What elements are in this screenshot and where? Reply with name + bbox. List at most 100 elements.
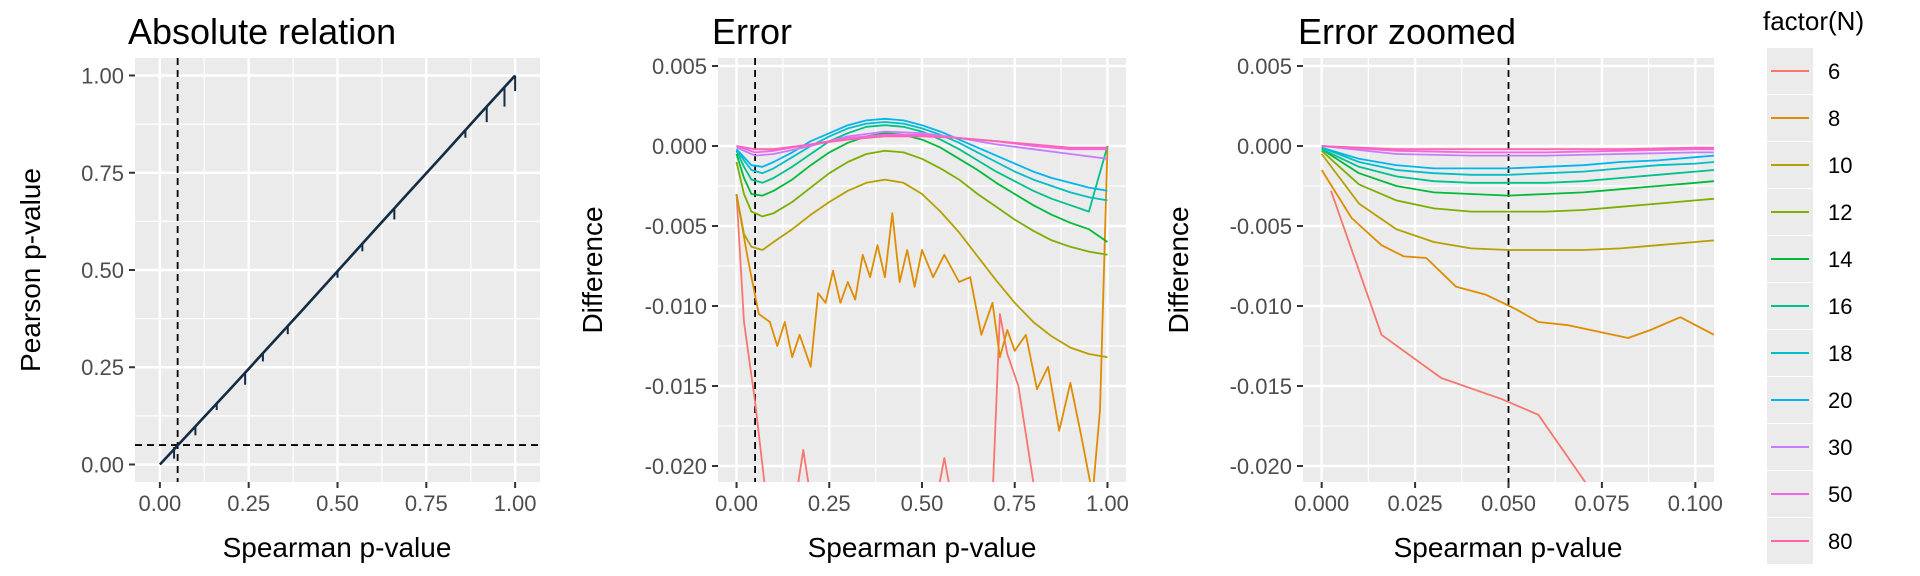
data-marks xyxy=(158,74,517,466)
legend-label: 12 xyxy=(1828,200,1852,225)
y-axis-label: Difference xyxy=(1163,206,1194,333)
y-tick-label: 0.005 xyxy=(1237,54,1292,79)
x-tick-label: 0.75 xyxy=(405,491,448,516)
legend-item-6: 6 xyxy=(1767,48,1840,94)
series-line-12 xyxy=(1321,150,1714,213)
panel-title: Error zoomed xyxy=(1298,11,1516,52)
x-tick-label: 0.00 xyxy=(138,491,181,516)
series-line-30 xyxy=(1321,145,1714,157)
legend-item-30: 30 xyxy=(1767,424,1852,470)
y-tick-label: -0.005 xyxy=(1230,214,1292,239)
y-tick-label: -0.005 xyxy=(645,214,707,239)
x-axis-ticks: 0.00 0.25 0.50 0.75 1.00 xyxy=(715,482,1129,516)
x-tick-label: 0.050 xyxy=(1481,491,1536,516)
x-axis-label: Spearman p-value xyxy=(223,532,452,563)
x-tick-label: 1.00 xyxy=(494,491,537,516)
y-tick-label: 0.005 xyxy=(652,54,707,79)
legend-items: 6 8 10 12 14 16 18 20 30 50 80 xyxy=(1767,48,1852,564)
legend-item-16: 16 xyxy=(1767,283,1852,329)
legend-label: 8 xyxy=(1828,106,1840,131)
series-line-80 xyxy=(736,135,1108,151)
series-line-50 xyxy=(1321,145,1714,154)
y-axis-ticks: 0.005 0.000 -0.005 -0.010 -0.015 -0.020 xyxy=(645,54,718,479)
series-line-18 xyxy=(1321,146,1714,176)
series-line-20 xyxy=(735,117,1108,192)
y-tick-label: -0.020 xyxy=(645,454,707,479)
series-line-20 xyxy=(1321,146,1714,170)
legend-item-12: 12 xyxy=(1767,189,1852,235)
series-line-80 xyxy=(1321,145,1714,151)
data-marks xyxy=(735,117,1109,482)
legend-label: 6 xyxy=(1828,59,1840,84)
legend: factor(N) 6 8 10 12 14 16 18 20 30 50 80 xyxy=(1763,6,1864,564)
y-tick-label: 0.000 xyxy=(1237,134,1292,159)
series-line-16 xyxy=(735,124,1109,213)
legend-item-80: 80 xyxy=(1767,518,1852,564)
series-line-12 xyxy=(735,149,1108,256)
reference-lines xyxy=(135,58,540,482)
y-tick-label: 0.00 xyxy=(81,452,124,477)
legend-label: 80 xyxy=(1828,529,1852,554)
x-axis-label: Spearman p-value xyxy=(808,532,1037,563)
panel-title: Error xyxy=(712,11,792,52)
legend-item-8: 8 xyxy=(1767,95,1840,141)
x-tick-label: 0.25 xyxy=(227,491,270,516)
series-line-30 xyxy=(736,130,1108,160)
y-tick-label: -0.010 xyxy=(1230,294,1292,319)
series-line-10 xyxy=(735,178,1108,359)
x-tick-label: 0.00 xyxy=(715,491,758,516)
x-tick-label: 0.075 xyxy=(1574,491,1629,516)
legend-label: 16 xyxy=(1828,294,1852,319)
x-tick-label: 0.50 xyxy=(901,491,944,516)
legend-title: factor(N) xyxy=(1763,6,1864,36)
y-tick-label: 0.50 xyxy=(81,258,124,283)
y-tick-label: 1.00 xyxy=(81,64,124,89)
x-tick-label: 0.25 xyxy=(808,491,851,516)
legend-label: 14 xyxy=(1828,247,1852,272)
legend-item-18: 18 xyxy=(1767,330,1852,376)
legend-label: 18 xyxy=(1828,341,1852,366)
y-axis-label: Difference xyxy=(577,206,608,333)
y-axis-label: Pearson p-value xyxy=(15,168,46,372)
legend-label: 30 xyxy=(1828,435,1852,460)
legend-item-20: 20 xyxy=(1767,377,1852,423)
series-line-18 xyxy=(735,121,1108,202)
legend-label: 50 xyxy=(1828,482,1852,507)
x-tick-label: 0.75 xyxy=(993,491,1036,516)
x-tick-label: 0.025 xyxy=(1388,491,1443,516)
panel-absolute: Absolute relation 0.00 0.25 0.50 0.75 1.00 0… xyxy=(15,11,540,563)
x-axis-label: Spearman p-value xyxy=(1394,532,1623,563)
x-axis-ticks: 0.00 0.25 0.50 0.75 1.00 xyxy=(138,482,537,516)
y-tick-label: -0.015 xyxy=(1230,374,1292,399)
y-tick-label: 0.75 xyxy=(81,161,124,186)
legend-label: 10 xyxy=(1828,153,1852,178)
y-tick-label: 0.25 xyxy=(81,355,124,380)
series-line-10 xyxy=(1320,153,1714,251)
panel-title: Absolute relation xyxy=(128,11,396,52)
y-tick-label: -0.010 xyxy=(645,294,707,319)
y-axis-ticks: 0.005 0.000 -0.005 -0.010 -0.015 -0.020 xyxy=(1230,54,1303,479)
data-marks xyxy=(1320,145,1714,482)
legend-item-10: 10 xyxy=(1767,142,1852,188)
panel-error-zoomed: Error zoomed 0.000 0.025 0.050 0.075 0.100 0… xyxy=(1163,11,1723,563)
legend-item-14: 14 xyxy=(1767,236,1852,282)
series-line-identity xyxy=(158,74,517,466)
x-tick-label: 0.50 xyxy=(316,491,359,516)
y-tick-label: -0.015 xyxy=(645,374,707,399)
series-line-50 xyxy=(736,133,1108,154)
x-tick-label: 1.00 xyxy=(1086,491,1129,516)
legend-label: 20 xyxy=(1828,388,1852,413)
series-line-6 xyxy=(1330,190,1587,482)
series-line-16 xyxy=(1321,148,1714,184)
series-line-14 xyxy=(1321,148,1714,197)
series-line-8 xyxy=(735,145,1109,482)
panel-error: Error 0.00 0.25 0.50 0.75 1.00 0.005 0.000 -0.… xyxy=(577,11,1129,563)
y-tick-label: 0.000 xyxy=(652,134,707,159)
x-axis-ticks: 0.000 0.025 0.050 0.075 0.100 xyxy=(1294,482,1723,516)
series-line-8 xyxy=(1320,169,1714,339)
x-tick-label: 0.000 xyxy=(1294,491,1349,516)
y-tick-label: -0.020 xyxy=(1230,454,1292,479)
series-line-6 xyxy=(735,193,1035,482)
x-tick-label: 0.100 xyxy=(1668,491,1723,516)
